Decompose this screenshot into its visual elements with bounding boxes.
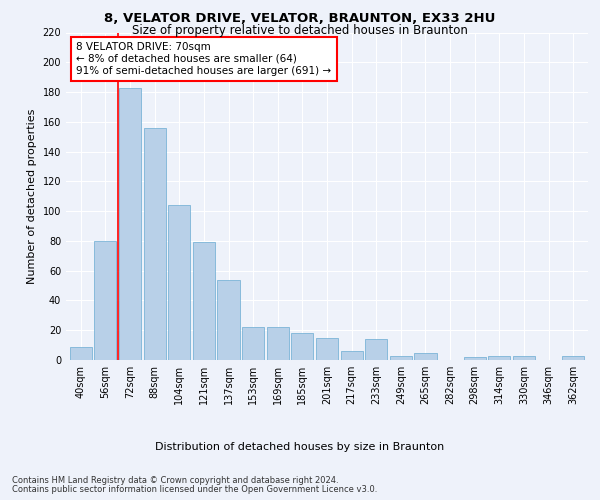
Text: 8 VELATOR DRIVE: 70sqm
← 8% of detached houses are smaller (64)
91% of semi-deta: 8 VELATOR DRIVE: 70sqm ← 8% of detached …	[76, 42, 332, 76]
Bar	[415, 352, 437, 360]
Bar	[291, 333, 313, 360]
Text: Contains HM Land Registry data © Crown copyright and database right 2024.: Contains HM Land Registry data © Crown c…	[12, 476, 338, 485]
Bar	[266, 327, 289, 360]
Bar	[341, 351, 363, 360]
Text: Contains public sector information licensed under the Open Government Licence v3: Contains public sector information licen…	[12, 485, 377, 494]
Text: Size of property relative to detached houses in Braunton: Size of property relative to detached ho…	[132, 24, 468, 37]
Bar	[94, 241, 116, 360]
Bar	[119, 88, 141, 360]
Bar	[390, 356, 412, 360]
Text: Distribution of detached houses by size in Braunton: Distribution of detached houses by size …	[155, 442, 445, 452]
Y-axis label: Number of detached properties: Number of detached properties	[27, 108, 37, 284]
Bar	[488, 356, 511, 360]
Bar	[217, 280, 239, 360]
Bar	[242, 327, 264, 360]
Bar	[513, 356, 535, 360]
Bar	[365, 339, 388, 360]
Bar	[168, 205, 190, 360]
Bar	[562, 356, 584, 360]
Bar	[70, 346, 92, 360]
Text: 8, VELATOR DRIVE, VELATOR, BRAUNTON, EX33 2HU: 8, VELATOR DRIVE, VELATOR, BRAUNTON, EX3…	[104, 12, 496, 26]
Bar	[193, 242, 215, 360]
Bar	[464, 357, 486, 360]
Bar	[316, 338, 338, 360]
Bar	[143, 128, 166, 360]
